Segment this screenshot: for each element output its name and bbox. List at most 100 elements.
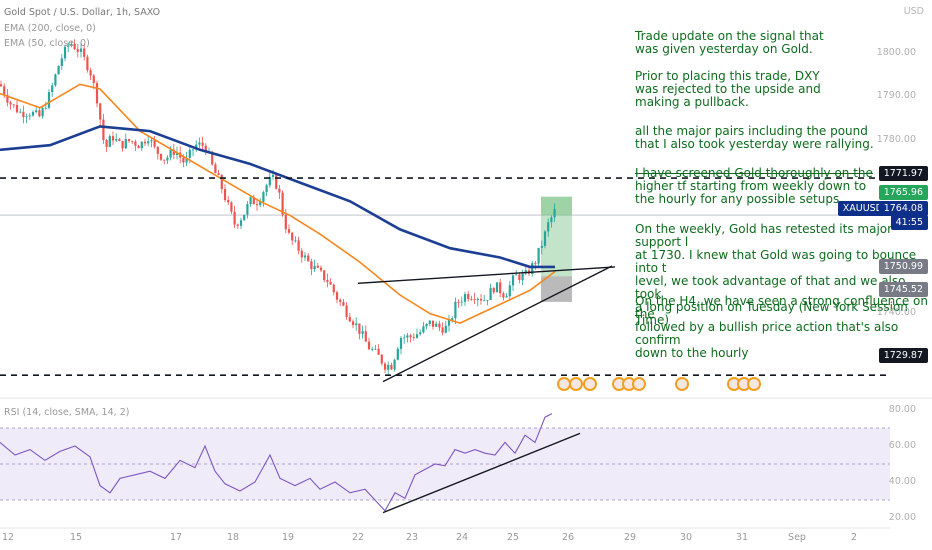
- candle-body: [492, 288, 495, 293]
- candle-body: [118, 139, 121, 142]
- tag-countdown: 41:55: [890, 215, 928, 230]
- tag-support[interactable]: 1729.87: [878, 348, 928, 363]
- candle-body: [300, 250, 303, 258]
- candle-body: [406, 335, 409, 338]
- candle-body: [511, 275, 515, 286]
- candle-body: [335, 292, 339, 300]
- candle-body: [230, 202, 233, 212]
- us-event-icon[interactable]: [632, 377, 646, 391]
- candle-body: [19, 111, 22, 113]
- candle-body: [441, 327, 444, 333]
- candle-body: [211, 151, 214, 165]
- candle-body: [188, 149, 191, 158]
- candle-body: [134, 141, 137, 146]
- tag-last-price[interactable]: 1764.08: [878, 201, 928, 216]
- candle-body: [185, 157, 188, 163]
- candle-body: [521, 273, 524, 281]
- candle-body: [3, 86, 6, 95]
- candle-body: [294, 240, 297, 242]
- candle-body: [79, 48, 83, 52]
- candle-body: [399, 338, 403, 349]
- candle-body: [291, 232, 294, 241]
- candle-body: [454, 301, 457, 319]
- candle-body: [479, 298, 483, 301]
- candle-body: [217, 173, 220, 176]
- candle-body: [463, 294, 467, 302]
- annotation-p2[interactable]: Prior to placing this trade, DXY was rej…: [635, 70, 821, 109]
- candle-body: [47, 92, 51, 108]
- y-label-1800: 1800.00: [876, 47, 916, 58]
- candle-body: [310, 261, 313, 270]
- rsi-legend[interactable]: RSI (14, close, SMA, 14, 2): [4, 407, 130, 418]
- candle-body: [275, 174, 278, 189]
- ema200-line[interactable]: [0, 125, 555, 269]
- x-label: 22: [351, 532, 365, 543]
- rsi-level-60: 60.00: [888, 440, 916, 451]
- candle-body: [172, 149, 175, 155]
- symbol-legend[interactable]: Gold Spot / U.S. Dollar, 1h, SAXO: [4, 7, 161, 18]
- candle-body: [6, 94, 9, 103]
- tag-entry[interactable]: 1750.99: [878, 259, 928, 274]
- candle-body: [499, 282, 502, 294]
- candle-body: [518, 274, 521, 281]
- candle-body: [147, 141, 150, 144]
- x-label: 24: [455, 532, 469, 543]
- candle-body: [115, 139, 118, 141]
- candle-body: [390, 364, 393, 370]
- candle-body: [483, 300, 486, 302]
- target-zone[interactable]: [541, 196, 572, 216]
- candle-body: [403, 337, 406, 339]
- us-event-icon[interactable]: [583, 377, 597, 391]
- candle-body: [249, 197, 252, 205]
- candle-body: [348, 316, 351, 322]
- candle-body: [364, 331, 367, 342]
- candle-body: [204, 145, 207, 153]
- candle-body: [124, 139, 127, 149]
- candle-body: [105, 139, 108, 147]
- candle-body: [444, 325, 447, 333]
- ema200-legend[interactable]: EMA (200, close, 0): [4, 23, 96, 34]
- rsi-line[interactable]: [0, 413, 553, 512]
- candle-body: [489, 288, 492, 301]
- candle-body: [63, 46, 67, 59]
- candle-body: [473, 299, 476, 301]
- us-event-icon[interactable]: [569, 377, 583, 391]
- ema50-line[interactable]: [0, 83, 556, 324]
- candle-body: [73, 43, 76, 50]
- candle-body: [284, 214, 287, 230]
- annotation-p6[interactable]: On the H4, we have seen a strong conflue…: [635, 295, 928, 360]
- candle-body: [111, 136, 115, 141]
- candle-body: [166, 157, 169, 161]
- candle-body: [476, 298, 479, 301]
- triangle-upper-trendline[interactable]: [357, 266, 616, 284]
- annotation-p4[interactable]: higher tf starting from weekly down to t…: [635, 180, 867, 206]
- candle-body: [150, 140, 153, 142]
- x-label: 26: [561, 532, 575, 543]
- x-label: 25: [506, 532, 520, 543]
- tag-target[interactable]: 1765.96: [878, 185, 928, 200]
- tag-ticker[interactable]: XAUUSD: [837, 201, 888, 216]
- candle-body: [102, 119, 105, 140]
- annotation-p4-strike[interactable]: I have screened Gold thoroughly on the: [635, 167, 873, 180]
- us-event-icon[interactable]: [747, 377, 761, 391]
- candle-body: [422, 326, 425, 333]
- candle-body: [76, 49, 79, 52]
- rsi-trendline[interactable]: [382, 432, 581, 514]
- ema50-legend[interactable]: EMA (50, close, 0): [4, 38, 90, 49]
- candle-body: [457, 301, 460, 303]
- candle-body: [419, 332, 422, 335]
- candle-body: [515, 274, 518, 276]
- triangle-lower-trendline[interactable]: [382, 265, 613, 383]
- annotation-p1[interactable]: Trade update on the signal that was give…: [635, 30, 824, 56]
- tag-resistance[interactable]: 1771.97: [878, 166, 928, 181]
- annotation-p3[interactable]: all the major pairs including the pound …: [635, 125, 874, 151]
- candle-body: [15, 104, 19, 113]
- candle-body: [51, 85, 54, 93]
- us-event-icon[interactable]: [675, 377, 689, 391]
- candle-body: [214, 164, 217, 174]
- candle-body: [25, 116, 28, 118]
- tag-stop[interactable]: 1745.52: [878, 282, 928, 297]
- candle-body: [396, 348, 399, 360]
